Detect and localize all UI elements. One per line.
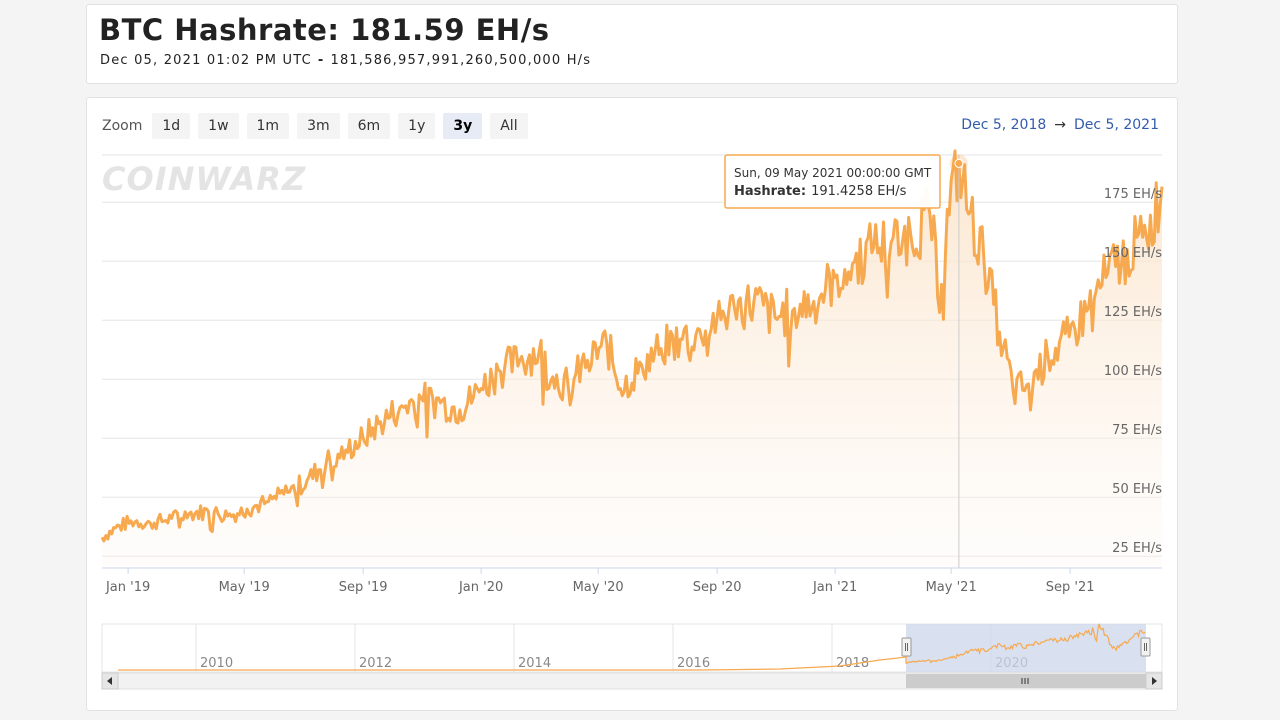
hover-point	[954, 158, 964, 168]
hashrate-area	[102, 150, 1162, 568]
tooltip-value: 191.4258 EH/s	[811, 184, 907, 199]
scrollbar-thumb[interactable]	[906, 674, 1146, 688]
x-tick-label: Sep '21	[1046, 580, 1095, 595]
tooltip-label: Hashrate:	[734, 184, 806, 199]
zoom-all-button[interactable]: All	[490, 113, 528, 139]
zoom-3m-button[interactable]: 3m	[297, 113, 340, 139]
x-tick-label: Jan '19	[105, 580, 150, 595]
tooltip-box	[724, 154, 941, 209]
x-tick-label: May '20	[573, 580, 624, 595]
range-to[interactable]: Dec 5, 2021	[1074, 117, 1159, 133]
tooltip: Sun, 09 May 2021 00:00:00 GMT Hashrate: 1…	[724, 154, 941, 209]
navigator-tick-label: 2018	[836, 656, 869, 671]
zoom-3y-button[interactable]: 3y	[443, 113, 483, 139]
navigator-series	[118, 623, 1146, 671]
navigator-tick-label: 2014	[518, 656, 551, 671]
page-title: BTC Hashrate: 181.59 EH/s	[99, 13, 550, 47]
zoom-6m-button[interactable]: 6m	[347, 113, 391, 139]
y-axis: 25 EH/s 50 EH/s 75 EH/s 100 EH/s 125 EH/s 150…	[1104, 187, 1162, 556]
x-tick-label: Sep '19	[339, 580, 388, 595]
tooltip-date: Sun, 09 May 2021 00:00:00 GMT	[734, 166, 932, 180]
range-arrow: →	[1054, 117, 1067, 133]
zoom-toolbar: Zoom 1d 1w 1m 3m 6m 1y 3y All	[102, 112, 528, 140]
range-from[interactable]: Dec 5, 2018	[961, 117, 1047, 133]
y-tick-label: 125 EH/s	[1104, 305, 1162, 320]
x-tick-label: May '19	[219, 580, 270, 595]
hashrate-raw-value: 181,586,957,991,260,500,000 H/s	[330, 53, 592, 68]
navigator-tick-label: 2012	[359, 656, 392, 671]
zoom-1d-button[interactable]: 1d	[152, 113, 191, 139]
navigator-tick-label: 2010	[200, 656, 233, 671]
x-tick-label: May '21	[926, 580, 977, 595]
date-range: Dec 5, 2018 → Dec 5, 2021	[961, 117, 1159, 133]
scrollbar[interactable]	[101, 672, 1163, 690]
page-subtitle: Dec 05, 2021 01:02 PM UTC -181,586,957,99…	[100, 53, 591, 68]
navigator[interactable]: 201020122014201620182020	[101, 623, 1163, 673]
y-tick-label: 175 EH/s	[1104, 187, 1162, 202]
x-tick-label: Sep '20	[693, 580, 742, 595]
x-axis: Jan '19 May '19 Sep '19 Jan '20 May '20 Sep '…	[105, 568, 1095, 595]
watermark-logo: COINWARZ	[102, 160, 306, 198]
y-tick-label: 100 EH/s	[1104, 364, 1162, 379]
y-tick-label: 50 EH/s	[1112, 482, 1162, 497]
zoom-1m-button[interactable]: 1m	[246, 113, 290, 139]
navigator-left-handle[interactable]	[901, 637, 912, 657]
y-tick-label: 75 EH/s	[1112, 423, 1162, 438]
zoom-label: Zoom	[102, 118, 143, 134]
y-tick-label: 150 EH/s	[1104, 246, 1162, 261]
timestamp: Dec 05, 2021 01:02 PM UTC	[100, 53, 312, 68]
hashrate-line	[100, 149, 1164, 543]
x-tick-label: Jan '21	[812, 580, 857, 595]
chevron-right-icon	[1152, 677, 1157, 685]
separator-dash: -	[317, 53, 325, 68]
y-tick-label: 25 EH/s	[1112, 541, 1162, 556]
zoom-1w-button[interactable]: 1w	[198, 113, 239, 139]
header-card: BTC Hashrate: 181.59 EH/s Dec 05, 2021 0…	[86, 4, 1178, 84]
navigator-right-handle[interactable]	[1140, 637, 1151, 657]
x-tick-label: Jan '20	[458, 580, 503, 595]
zoom-1y-button[interactable]: 1y	[398, 113, 436, 139]
navigator-tick-label: 2016	[677, 656, 710, 671]
chevron-left-icon	[107, 677, 112, 685]
tooltip-value-row: Hashrate: 191.4258 EH/s	[734, 184, 907, 199]
